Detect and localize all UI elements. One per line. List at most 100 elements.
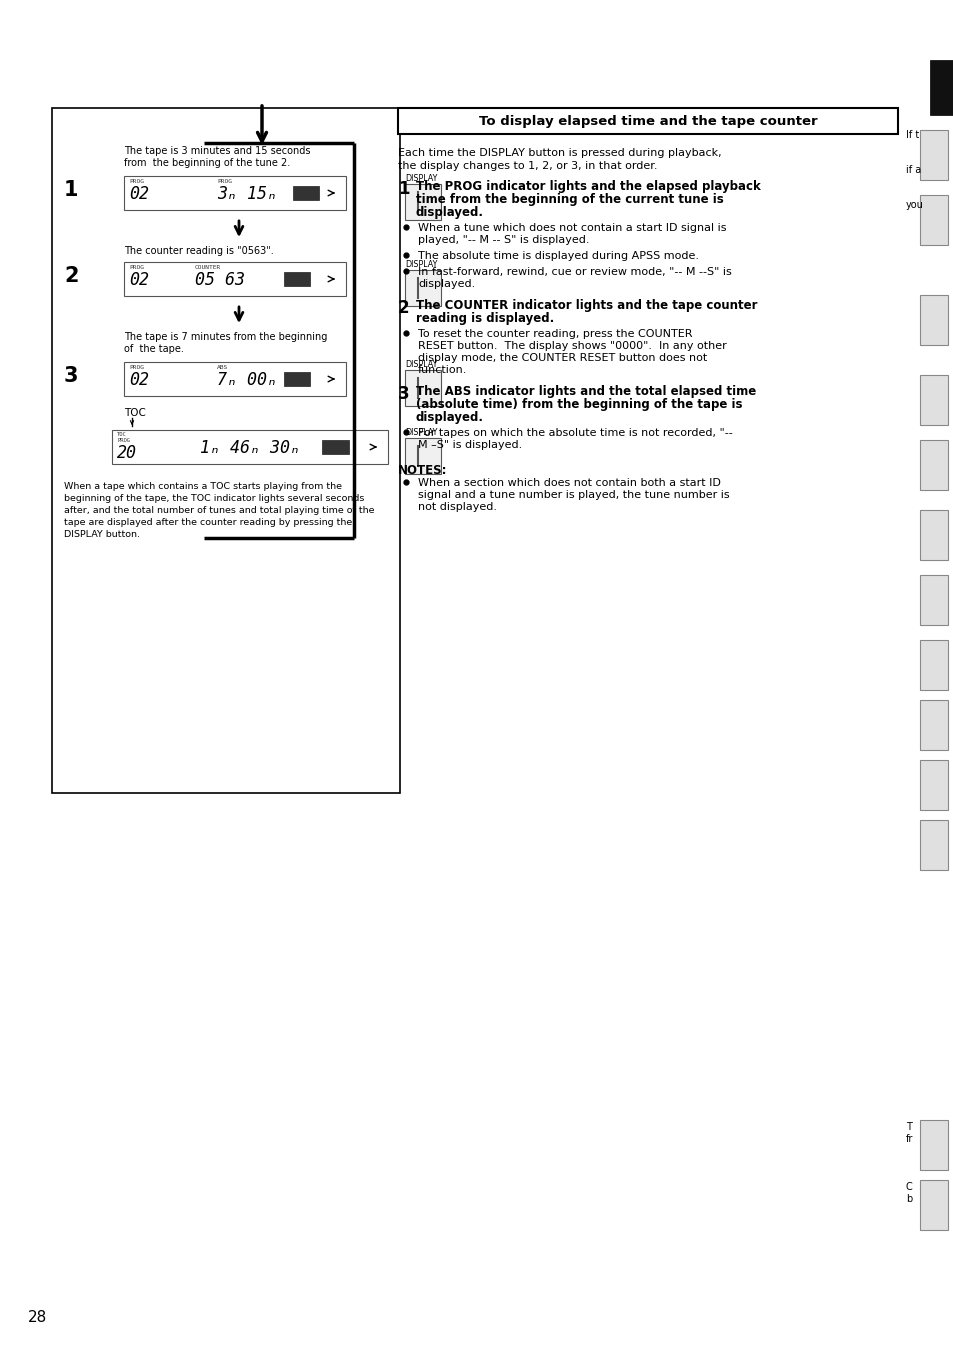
Bar <box>919 130 947 180</box>
Text: played, "-- M -- S" is displayed.: played, "-- M -- S" is displayed. <box>417 235 589 245</box>
Text: the display changes to 1, 2, or 3, in that order.: the display changes to 1, 2, or 3, in th… <box>397 161 657 172</box>
Text: 1: 1 <box>64 180 78 200</box>
Text: In fast-forward, rewind, cue or review mode, "-- M --S" is: In fast-forward, rewind, cue or review m… <box>417 267 731 277</box>
Text: PROG: PROG <box>117 438 130 443</box>
Text: RESET button.  The display shows "0000".  In any other: RESET button. The display shows "0000". … <box>417 340 726 351</box>
Text: PROG: PROG <box>217 178 232 184</box>
Text: (absolute time) from the beginning of the tape is: (absolute time) from the beginning of th… <box>416 399 741 411</box>
Bar <box>929 59 953 115</box>
Text: NOTES:: NOTES: <box>397 463 447 477</box>
Text: ABS: ABS <box>217 365 229 370</box>
Text: DISPLAY: DISPLAY <box>405 174 436 182</box>
Ellipse shape <box>416 377 437 399</box>
Bar <box>405 184 440 220</box>
Bar <box>919 440 947 490</box>
Text: To reset the counter reading, press the COUNTER: To reset the counter reading, press the … <box>417 330 692 339</box>
Text: of  the tape.: of the tape. <box>124 345 184 354</box>
Text: after, and the total number of tunes and total playing time of the: after, and the total number of tunes and… <box>64 507 375 515</box>
Text: 7ₙ 00ₙ: 7ₙ 00ₙ <box>217 372 277 389</box>
Bar <box>124 262 346 296</box>
Text: PROG: PROG <box>129 265 144 270</box>
Text: T
fr: T fr <box>905 1121 912 1143</box>
Text: 02: 02 <box>129 272 149 289</box>
Text: Each time the DISPLAY button is pressed during playback,: Each time the DISPLAY button is pressed … <box>397 149 720 158</box>
Bar <box>124 362 346 396</box>
Text: To display elapsed time and the tape counter: To display elapsed time and the tape cou… <box>478 115 817 128</box>
Text: PROG: PROG <box>129 178 144 184</box>
Bar <box>919 1120 947 1170</box>
Text: 05 63: 05 63 <box>194 272 245 289</box>
Text: The tape is 7 minutes from the beginning: The tape is 7 minutes from the beginning <box>124 332 327 342</box>
Text: The absolute time is displayed during APSS mode.: The absolute time is displayed during AP… <box>417 251 699 261</box>
Bar <box>405 270 440 305</box>
Text: 3: 3 <box>64 366 78 386</box>
Text: M –S" is displayed.: M –S" is displayed. <box>417 440 521 450</box>
Text: 28: 28 <box>28 1310 48 1325</box>
Bar <box>321 440 349 454</box>
Bar <box>112 430 388 463</box>
Bar <box>919 700 947 750</box>
Text: 3: 3 <box>397 385 409 403</box>
Text: For tapes on which the absolute time is not recorded, "--: For tapes on which the absolute time is … <box>417 428 732 438</box>
Bar <box>919 295 947 345</box>
Bar <box>52 108 399 793</box>
Text: 20: 20 <box>117 444 137 462</box>
Text: PROG: PROG <box>129 365 144 370</box>
Text: 1: 1 <box>397 180 409 199</box>
Text: DISPLAY: DISPLAY <box>405 428 436 436</box>
Text: you: you <box>905 200 923 209</box>
Text: 2: 2 <box>397 299 409 317</box>
Text: time from the beginning of the current tune is: time from the beginning of the current t… <box>416 193 723 205</box>
Text: reading is displayed.: reading is displayed. <box>416 312 554 326</box>
Ellipse shape <box>416 444 437 467</box>
Text: 02: 02 <box>129 372 149 389</box>
Bar <box>919 509 947 561</box>
Text: if a: if a <box>905 165 921 176</box>
Text: from  the beginning of the tune 2.: from the beginning of the tune 2. <box>124 158 290 168</box>
Bar <box>284 372 310 386</box>
Text: 1ₙ 46ₙ 30ₙ: 1ₙ 46ₙ 30ₙ <box>200 439 300 457</box>
Bar <box>919 576 947 626</box>
Text: If t: If t <box>905 130 919 141</box>
Text: tape are displayed after the counter reading by pressing the: tape are displayed after the counter rea… <box>64 517 352 527</box>
Bar <box>124 176 346 209</box>
Text: display mode, the COUNTER RESET button does not: display mode, the COUNTER RESET button d… <box>417 353 706 363</box>
Bar <box>405 370 440 407</box>
Text: TOC: TOC <box>117 432 127 436</box>
Text: The counter reading is "0563".: The counter reading is "0563". <box>124 246 274 255</box>
Bar <box>919 640 947 690</box>
Text: beginning of the tape, the TOC indicator lights several seconds: beginning of the tape, the TOC indicator… <box>64 494 364 503</box>
Ellipse shape <box>416 190 437 213</box>
Text: function.: function. <box>417 365 467 376</box>
Bar <box>397 108 897 134</box>
Text: The PROG indicator lights and the elapsed playback: The PROG indicator lights and the elapse… <box>416 180 760 193</box>
Text: 3ₙ 15ₙ: 3ₙ 15ₙ <box>217 185 277 203</box>
Text: 2: 2 <box>64 266 78 286</box>
Text: The ABS indicator lights and the total elapsed time: The ABS indicator lights and the total e… <box>416 385 756 399</box>
Text: not displayed.: not displayed. <box>417 503 497 512</box>
Text: C
b: C b <box>905 1182 912 1204</box>
Bar <box>293 186 319 200</box>
Text: DISPLAY: DISPLAY <box>405 359 436 369</box>
Text: DISPLAY: DISPLAY <box>405 259 436 269</box>
Text: 02: 02 <box>129 185 149 203</box>
Bar <box>284 272 310 286</box>
Text: displayed.: displayed. <box>416 205 483 219</box>
Text: TOC: TOC <box>124 408 146 417</box>
Bar <box>919 761 947 811</box>
Bar <box>919 376 947 426</box>
Text: The COUNTER indicator lights and the tape counter: The COUNTER indicator lights and the tap… <box>416 299 757 312</box>
Ellipse shape <box>416 277 437 299</box>
Text: COUNTER: COUNTER <box>194 265 221 270</box>
Text: When a tune which does not contain a start ID signal is: When a tune which does not contain a sta… <box>417 223 726 232</box>
Text: When a section which does not contain both a start ID: When a section which does not contain bo… <box>417 478 720 488</box>
Bar <box>919 1179 947 1229</box>
Text: displayed.: displayed. <box>416 411 483 424</box>
Bar <box>919 820 947 870</box>
Bar <box>919 195 947 245</box>
Text: signal and a tune number is played, the tune number is: signal and a tune number is played, the … <box>417 490 729 500</box>
Bar <box>405 438 440 474</box>
Text: DISPLAY button.: DISPLAY button. <box>64 530 140 539</box>
Text: displayed.: displayed. <box>417 280 475 289</box>
Text: When a tape which contains a TOC starts playing from the: When a tape which contains a TOC starts … <box>64 482 341 490</box>
